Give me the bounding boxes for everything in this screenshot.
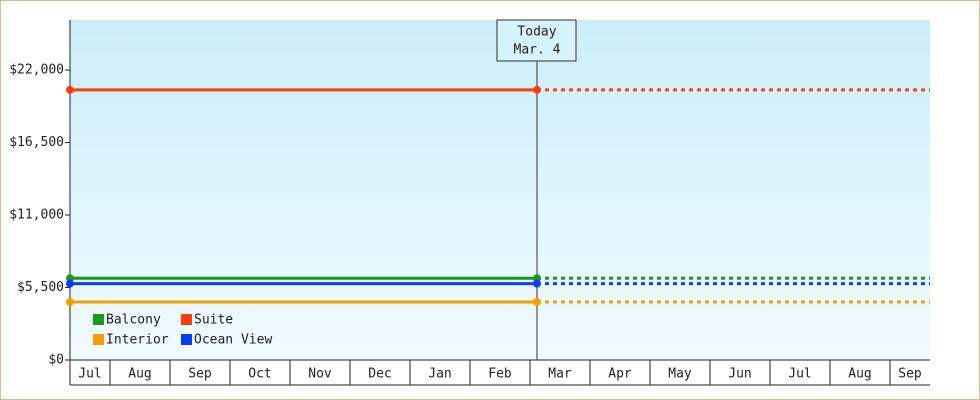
today-label: Today (517, 25, 556, 40)
x-tick-label: May (668, 367, 692, 382)
x-tick-label: Mar (548, 367, 572, 382)
x-tick-label: Jul (78, 367, 101, 382)
x-tick-label: Dec (368, 367, 391, 382)
today-date: Mar. 4 (514, 43, 561, 58)
x-tick-label: Aug (848, 367, 871, 382)
x-tick-label: Aug (128, 367, 151, 382)
y-tick-label: $16,500 (9, 135, 64, 150)
series-point (66, 298, 74, 307)
x-tick-label: Feb (488, 367, 512, 382)
x-tick-label: Sep (898, 367, 922, 382)
legend-swatch (93, 334, 104, 345)
series-point (66, 85, 74, 94)
legend-label: Balcony (106, 313, 161, 328)
legend-swatch (181, 334, 192, 345)
legend-label: Suite (194, 313, 233, 328)
plot-background (70, 20, 930, 360)
x-tick-label: Oct (248, 367, 271, 382)
x-tick-label: Apr (608, 367, 632, 382)
y-tick-label: $22,000 (9, 63, 64, 78)
today-box (496, 19, 577, 62)
x-tick-label: Nov (308, 367, 332, 382)
legend-swatch (181, 314, 192, 325)
x-tick-label: Sep (188, 367, 212, 382)
series-point (533, 279, 541, 288)
series-point (66, 279, 74, 288)
y-tick-label: $0 (48, 353, 64, 368)
series-point (533, 298, 541, 307)
x-tick-label: Jun (728, 367, 751, 382)
x-tick-label: Jan (428, 367, 451, 382)
legend-label: Interior (106, 333, 169, 348)
y-tick-label: $5,500 (17, 280, 64, 295)
series-point (533, 85, 541, 94)
legend-swatch (93, 314, 104, 325)
legend-label: Ocean View (194, 333, 272, 348)
y-tick-label: $11,000 (9, 208, 64, 223)
x-tick-label: Jul (788, 367, 811, 382)
